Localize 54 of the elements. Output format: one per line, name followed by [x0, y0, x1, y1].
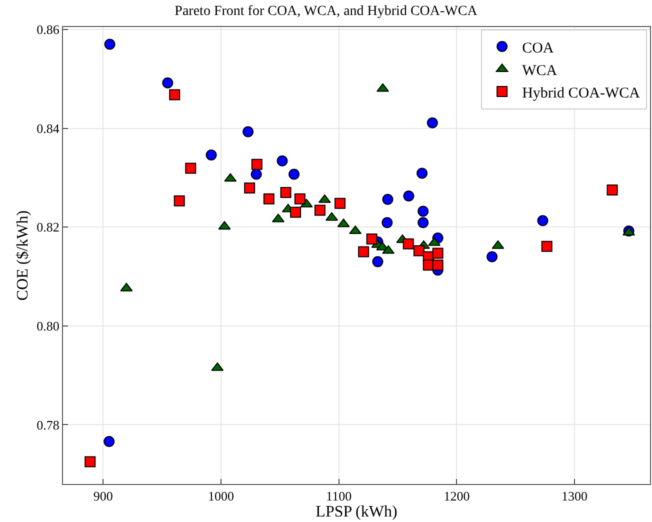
x-tick-label: 900: [93, 488, 113, 504]
point: [162, 77, 174, 88]
y-tick-label: 0.84: [36, 120, 60, 136]
point: [382, 194, 394, 205]
point: [541, 240, 552, 252]
point: [251, 158, 262, 170]
point: [382, 217, 393, 228]
point: [288, 168, 300, 180]
point: [334, 198, 346, 209]
y-tick-label: 0.86: [36, 22, 60, 38]
y-tick-label: 0.80: [36, 318, 60, 334]
point: [250, 168, 262, 180]
point: [372, 256, 384, 268]
chart-title: Pareto Front for COA, WCA, and Hybrid COA-WCA: [174, 4, 478, 20]
legend-label: COA: [522, 40, 554, 56]
point: [358, 246, 370, 258]
point: [486, 251, 498, 262]
point: [294, 193, 306, 204]
point: [244, 182, 256, 194]
legend-label: WCA: [522, 62, 558, 79]
x-tick-label: 1200: [444, 488, 470, 504]
point: [418, 206, 429, 217]
x-tick-label: 1100: [326, 488, 352, 504]
point: [104, 436, 115, 448]
point: [169, 89, 180, 100]
point: [418, 217, 429, 228]
point: [104, 38, 116, 50]
point: [426, 117, 438, 128]
x-axis-title: LPSP (kWh): [316, 504, 398, 521]
point: [432, 248, 444, 259]
point: [185, 162, 196, 174]
point: [280, 187, 292, 198]
point: [537, 215, 548, 226]
point: [84, 456, 96, 468]
point: [366, 233, 378, 244]
point: [402, 238, 414, 250]
x-tick-label: 1000: [208, 488, 234, 504]
y-axis-title: COE ($/kWh): [14, 210, 32, 301]
legend-label: Hybrid COA-WCA: [522, 85, 640, 102]
point: [290, 206, 302, 218]
y-tick-label: 0.78: [36, 417, 60, 432]
point: [606, 184, 618, 196]
point: [413, 245, 424, 256]
point: [263, 193, 274, 204]
point: [242, 126, 254, 138]
point: [314, 204, 326, 216]
point: [432, 260, 444, 271]
point: [206, 149, 217, 160]
x-tick-label: 1300: [562, 488, 588, 504]
point: [403, 190, 414, 202]
point: [174, 195, 185, 206]
y-tick-label: 0.82: [36, 220, 60, 235]
point: [276, 155, 288, 166]
point: [416, 168, 428, 179]
